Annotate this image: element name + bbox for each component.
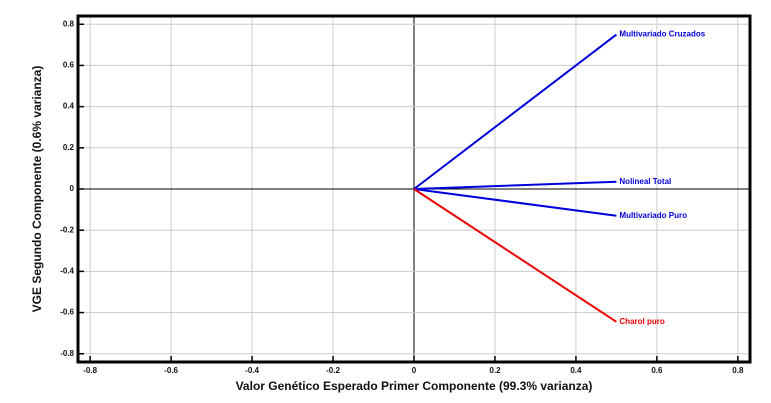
x-tick-label: 0.4	[570, 366, 582, 375]
x-tick-label: -0.6	[164, 366, 178, 375]
y-tick-label: 0	[70, 184, 75, 193]
vector-line	[413, 188, 617, 323]
x-tick-label: 0.6	[651, 366, 663, 375]
x-tick-label: -0.4	[245, 366, 259, 375]
vector-label: Multivariado Cruzados	[619, 30, 705, 39]
y-tick-label: 0.4	[63, 102, 75, 111]
x-tick-label: -0.2	[326, 366, 340, 375]
x-tick-label: 0	[412, 366, 417, 375]
y-tick-label: 0.6	[63, 61, 75, 70]
y-tick-label: -0.6	[60, 308, 74, 317]
vector-label: Nolineal Total	[619, 177, 671, 186]
y-tick-label: -0.8	[60, 349, 74, 358]
y-tick-label: -0.4	[60, 266, 74, 275]
vector-line	[413, 180, 617, 190]
vector-label: Charol puro	[619, 317, 664, 326]
vector-label: Multivariado Puro	[619, 211, 687, 220]
x-tick-label: -0.8	[83, 366, 97, 375]
y-axis-label: VGE Segundo Componente (0.6% varianza)	[30, 66, 44, 313]
y-tick-label: 0.2	[63, 143, 75, 152]
plot-frame	[76, 14, 752, 364]
x-axis-label: Valor Genético Esperado Primer Component…	[236, 379, 593, 393]
y-tick-label: 0.8	[63, 19, 75, 28]
y-tick-label: -0.2	[60, 225, 74, 234]
x-tick-label: 0.2	[489, 366, 501, 375]
vector-line	[413, 33, 618, 190]
x-tick-label: 0.8	[732, 366, 744, 375]
vector-line	[413, 188, 617, 217]
